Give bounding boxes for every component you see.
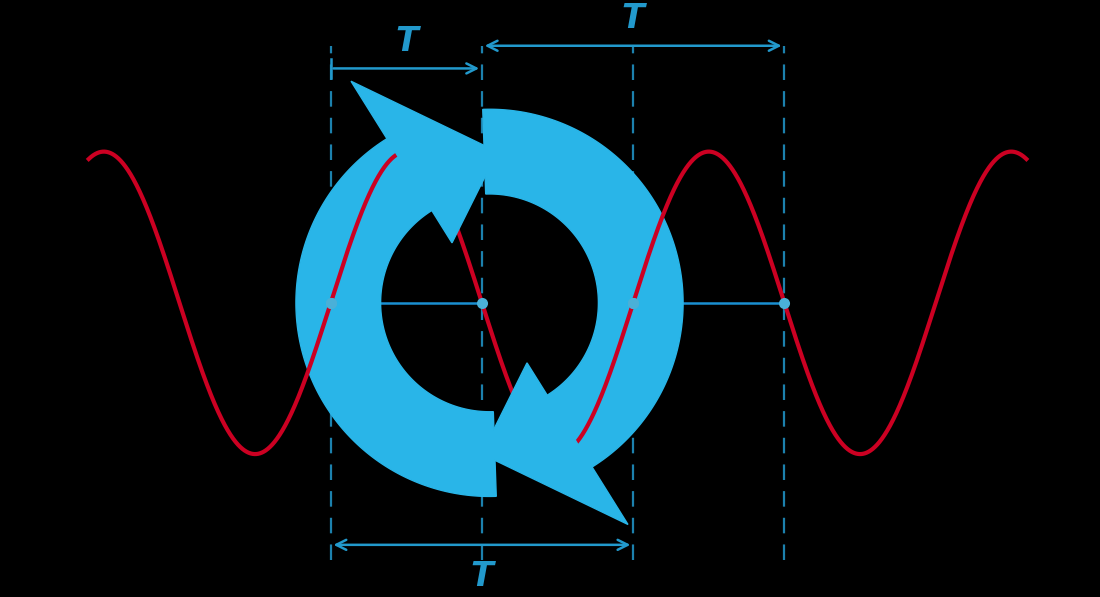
Polygon shape bbox=[482, 363, 628, 525]
Text: T: T bbox=[395, 25, 418, 58]
Polygon shape bbox=[351, 81, 497, 243]
Polygon shape bbox=[296, 130, 496, 497]
Text: T: T bbox=[471, 560, 493, 593]
Text: T: T bbox=[621, 2, 645, 35]
Polygon shape bbox=[483, 109, 683, 475]
